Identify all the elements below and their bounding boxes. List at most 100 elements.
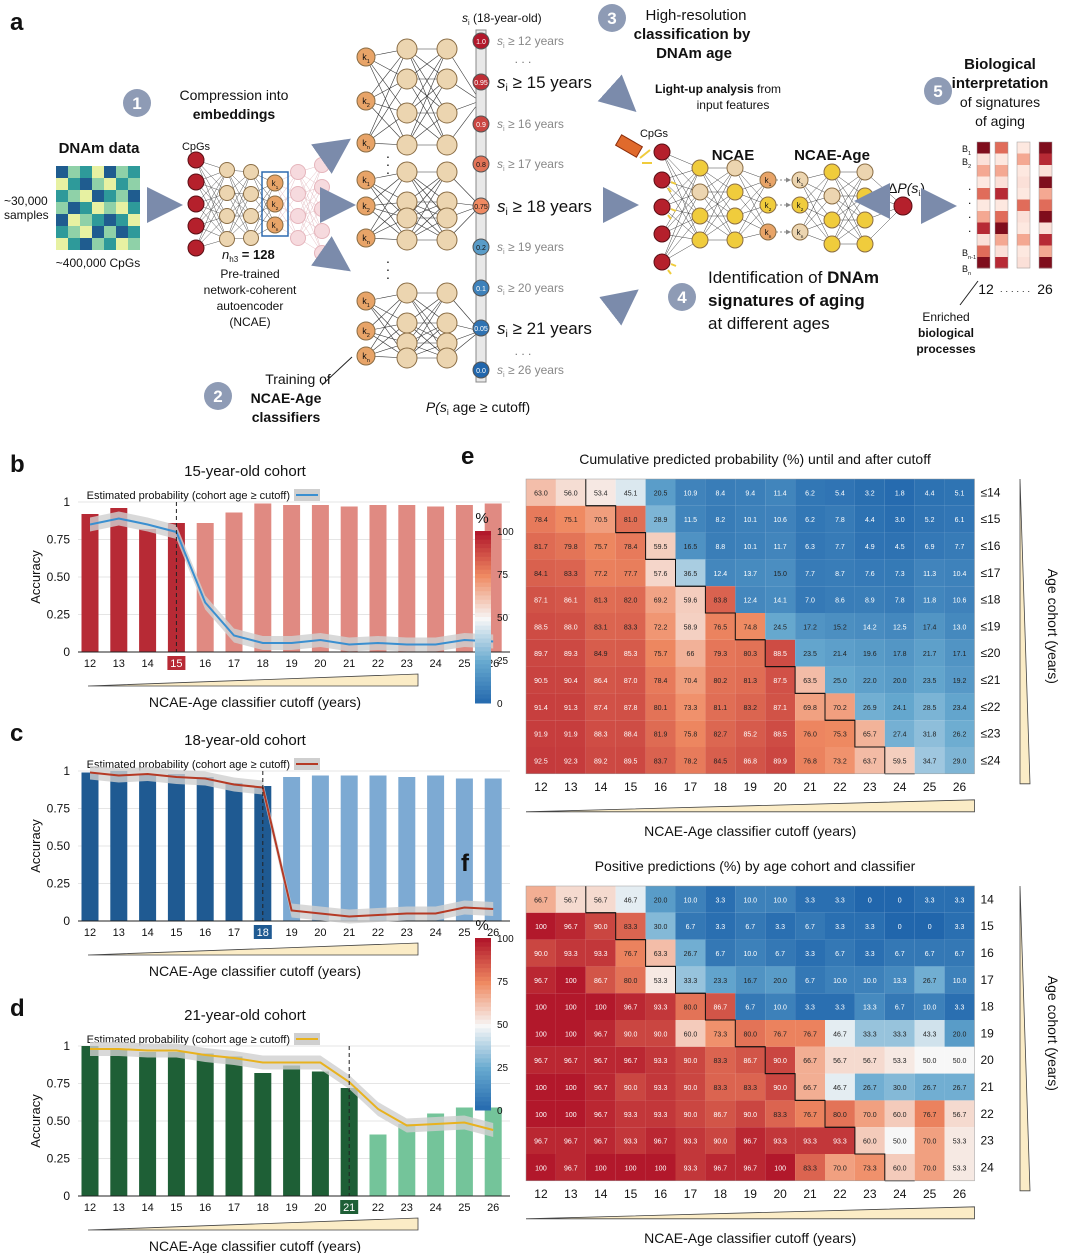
bar-18: [254, 1073, 272, 1196]
dnam-matrix-cell: [92, 202, 104, 214]
colorbar-segment: [475, 1015, 491, 1021]
label-part: 2: [367, 103, 370, 109]
heatmap-cell: [825, 666, 855, 694]
cutoff-label: si ≥ 20 years: [497, 281, 564, 297]
heatmap-cell: [795, 479, 825, 506]
heatmap-cell-value: 90.0: [684, 1058, 698, 1065]
y-tick-label: 0.25: [47, 877, 71, 891]
signature-cell: [1039, 234, 1052, 246]
label-part: 1: [367, 303, 370, 309]
heatmap-cell-value: 70.0: [923, 1165, 937, 1172]
label-part: k: [362, 233, 367, 243]
heatmap-cell-value: 78.4: [534, 517, 548, 524]
heatmap-cell: [645, 1073, 676, 1101]
x-tick-label: 14: [141, 1202, 153, 1214]
heatmap-cell: [555, 966, 586, 994]
heatmap-cell-value: 80.0: [624, 978, 638, 985]
heatmap-cell: [555, 505, 586, 533]
classifier-edge: [365, 56, 408, 114]
heatmap-cell-value: 36.5: [684, 571, 698, 578]
heatmap-cell: [944, 1073, 975, 1101]
cutoff-prob-node: [472, 197, 490, 215]
label-part: 2: [769, 207, 772, 213]
dnam-matrix-cell: [128, 214, 140, 226]
heatmap-cell-value: 7.0: [805, 598, 815, 605]
heatmap-cell-value: 11.8: [923, 598, 936, 605]
encoder-node: [219, 208, 235, 224]
heatmap-cell: [555, 939, 586, 967]
heatmap-cell: [914, 1073, 945, 1101]
heatmap-cell-value: 13.0: [953, 624, 967, 631]
heatmap-cell: [854, 1127, 885, 1154]
heatmap-x-tick: 23: [863, 780, 877, 794]
x-tick-label: 21: [343, 1202, 355, 1214]
classifier-input-node: [356, 228, 376, 248]
classifier-input-node: [356, 47, 376, 67]
ncae-title: NCAE: [712, 147, 755, 164]
heatmap-cell: [765, 747, 796, 774]
ae-edge: [195, 169, 228, 227]
heatmap-cell: [884, 720, 915, 747]
bar-19: [283, 1065, 301, 1196]
dnam-matrix-cell: [80, 226, 92, 238]
heatmap-cell: [795, 1127, 825, 1154]
heatmap-cell-value: 7.3: [895, 571, 905, 578]
heatmap-cell: [705, 613, 736, 640]
heatmap-cell-value: 76.5: [714, 624, 728, 631]
heatmap-cell: [645, 747, 676, 774]
lightup-cpg-node: [653, 143, 671, 161]
encoder-node: [219, 231, 235, 247]
heatmap-y-tick: 19: [981, 1026, 995, 1040]
heatmap-cell: [735, 613, 766, 640]
colorbar-segment: [475, 556, 491, 562]
output-node: [893, 196, 913, 216]
heatmap-cell-value: 82.0: [624, 598, 638, 605]
x-tick-label: 21: [343, 658, 355, 670]
heatmap-cell: [854, 479, 885, 506]
bar-20: [311, 1071, 329, 1196]
label-part: k: [272, 221, 277, 230]
colorbar-segment: [475, 698, 491, 704]
heatmap-cell: [615, 1100, 646, 1128]
glow-mark: [667, 181, 677, 193]
heatmap-cell: [944, 720, 975, 747]
heatmap-cell: [735, 559, 766, 587]
label-part: n: [968, 271, 971, 277]
colorbar-segment: [475, 1084, 491, 1089]
heatmap-cell: [854, 666, 885, 694]
label-part: ≥ 21 years: [508, 319, 592, 338]
heatmap-cell: [615, 1046, 646, 1074]
heatmap-cell-value: 10.0: [773, 1005, 787, 1012]
x-tick-label: 14: [141, 658, 153, 670]
step-2-badge-number: 2: [213, 387, 222, 406]
dnam-matrix-cell: [80, 190, 92, 202]
encoder-node: [243, 230, 259, 246]
heatmap-cell: [585, 966, 616, 994]
classifier-input-label: k2: [362, 201, 370, 214]
heatmap-cell-value: 5.4: [835, 490, 845, 497]
colorbar-tick: 0: [497, 699, 503, 710]
heatmap-cell: [526, 1073, 556, 1101]
heatmap-y-tick: ≤21: [981, 673, 1001, 687]
heatmap-cell: [645, 912, 676, 940]
label-part: s: [497, 281, 503, 295]
colorbar-segment: [475, 539, 491, 545]
heatmap-cell-value: 5.2: [925, 517, 935, 524]
ae-edge: [226, 169, 252, 217]
heatmap-cell: [854, 532, 885, 560]
heatmap-cell-value: 63.7: [863, 758, 877, 765]
label-part: h3: [229, 255, 238, 264]
heatmap-cell-value: 90.0: [654, 1031, 668, 1038]
signature-cell: [977, 142, 990, 154]
heatmap-cell: [645, 586, 676, 613]
heatmap-cell-value: 29.0: [953, 758, 967, 765]
heatmap-cell-value: 100: [625, 1165, 637, 1172]
heatmap-cell: [555, 639, 586, 667]
heatmap-cell-value: 87.4: [594, 705, 608, 712]
heatmap-cell-value: 3.3: [835, 1005, 845, 1012]
heatmap-cell-value: 66.7: [534, 897, 548, 904]
heatmap-cell: [526, 532, 556, 560]
cutoff-prob-node: [472, 279, 490, 297]
x-tick-label: 18: [257, 1202, 269, 1214]
step5-line2: interpretation: [952, 75, 1049, 92]
